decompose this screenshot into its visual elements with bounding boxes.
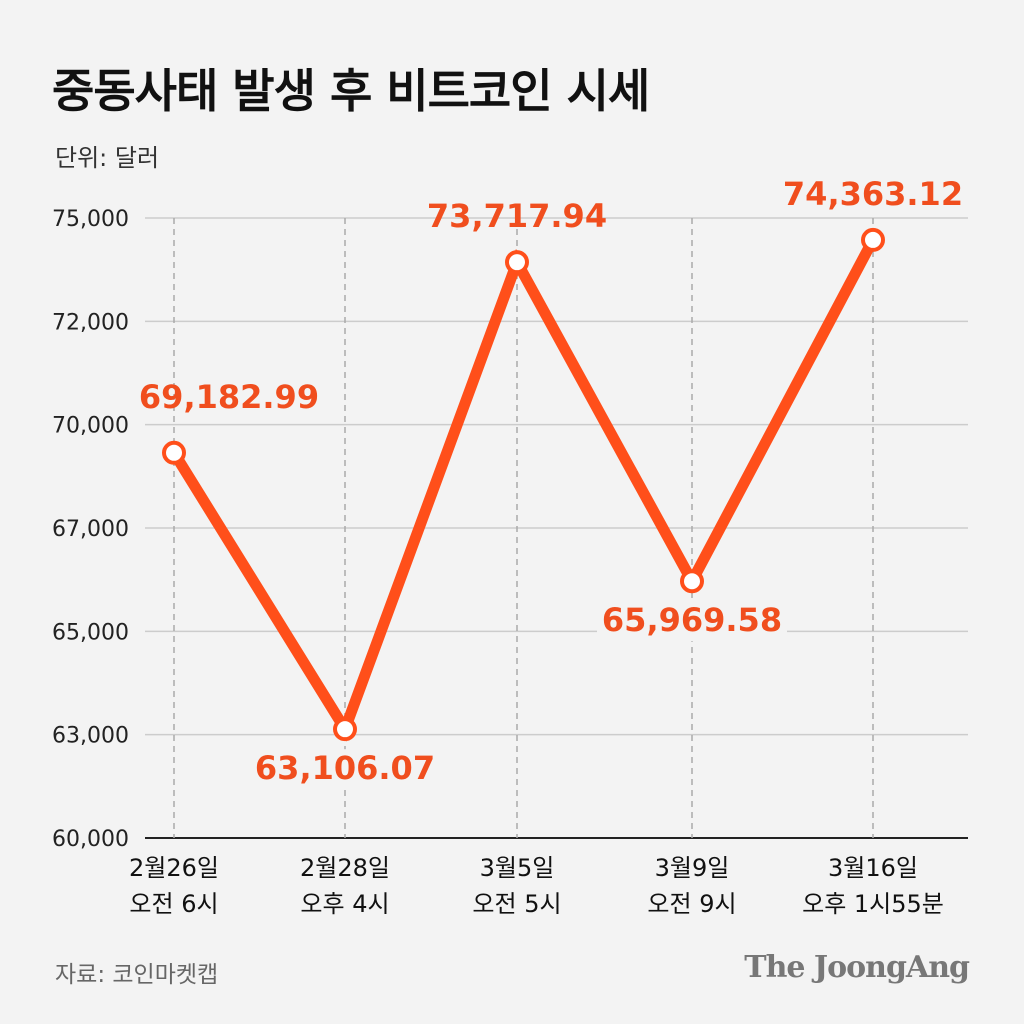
label-background [250, 749, 440, 790]
x-tick-label: 오후 4시 [300, 890, 389, 918]
data-point [680, 569, 704, 594]
y-tick-label: 67,000 [52, 517, 129, 542]
x-tick-label: 3월16일 [828, 854, 918, 882]
x-tick-label: 오전 9시 [647, 890, 736, 918]
x-tick-label: 오후 1시55분 [802, 890, 944, 918]
joongang-logo: The JoongAng [744, 950, 970, 985]
x-tick-label: 오전 6시 [129, 890, 218, 918]
data-point [505, 250, 529, 275]
x-tick-label: 3월5일 [480, 854, 555, 882]
data-label: 74,363.12 [783, 175, 963, 213]
label-background [597, 601, 787, 642]
data-point [861, 227, 885, 252]
data-label: 65,969.58 [602, 601, 782, 639]
y-tick-label: 72,000 [52, 310, 129, 335]
y-tick-label: 63,000 [52, 724, 129, 749]
x-tick-label: 3월9일 [655, 854, 730, 882]
source-label: 자료: 코인마켓캡 [55, 962, 219, 988]
data-label: 63,106.07 [255, 749, 435, 787]
data-label: 73,717.94 [427, 197, 607, 235]
y-tick-label: 65,000 [52, 620, 129, 645]
unit-label: 단위: 달러 [55, 144, 160, 172]
data-point [333, 717, 357, 742]
x-tick-label: 2월28일 [300, 854, 390, 882]
y-tick-label: 75,000 [52, 207, 129, 232]
chart-title: 중동사태 발생 후 비트코인 시세 [52, 64, 650, 118]
series-line [169, 237, 878, 742]
x-tick-label: 2월26일 [129, 854, 219, 882]
y-tick-label: 70,000 [52, 414, 129, 439]
y-tick-label: 60,000 [52, 827, 129, 852]
x-tick-label: 오전 5시 [472, 890, 561, 918]
data-label: 69,182.99 [139, 378, 319, 416]
data-point [162, 440, 186, 465]
